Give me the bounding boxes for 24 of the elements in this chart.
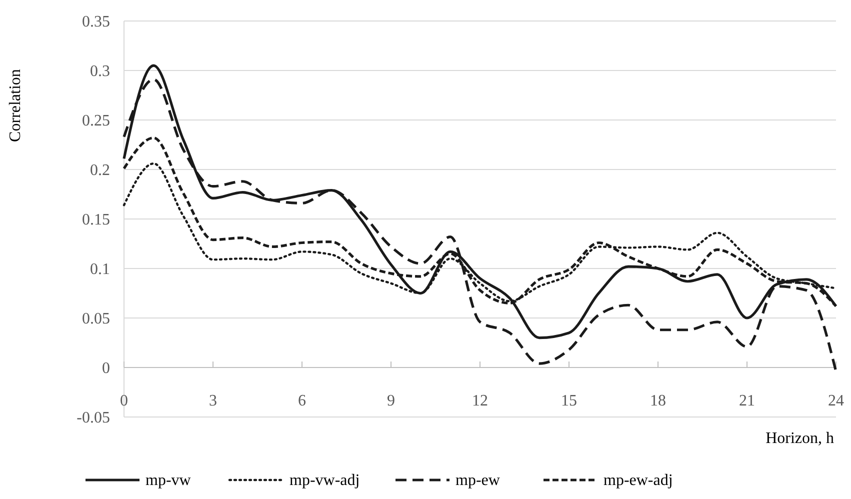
- x-tick-label: 3: [209, 392, 217, 410]
- x-tick-label: 0: [120, 392, 128, 410]
- legend-label: mp-ew: [456, 472, 500, 489]
- x-tick-label: 12: [472, 392, 488, 410]
- legend-label: mp-vw: [146, 472, 192, 489]
- y-tick-label: 0.25: [82, 112, 110, 130]
- y-tick-label: 0: [102, 360, 110, 378]
- y-tick-label: 0.05: [82, 310, 110, 328]
- x-tick-label: 24: [828, 392, 844, 410]
- y-tick-label: -0.05: [76, 410, 110, 427]
- x-axis-title: Horizon, h: [766, 430, 834, 447]
- x-tick-label: 9: [387, 392, 395, 410]
- x-tick-label: 21: [739, 392, 755, 410]
- x-tick-label: 18: [650, 392, 666, 410]
- y-tick-label: 0.15: [82, 212, 110, 229]
- y-tick-label: 0.35: [82, 14, 110, 31]
- y-tick-label: 0.3: [90, 63, 110, 80]
- legend-label: mp-ew-adj: [604, 472, 673, 489]
- y-tick-label: 0.2: [90, 162, 110, 180]
- legend-label: mp-vw-adj: [290, 472, 360, 489]
- y-tick-label: 0.1: [90, 261, 110, 278]
- y-axis-title: Correlation: [7, 69, 24, 142]
- x-tick-label: 15: [561, 392, 577, 410]
- x-tick-label: 6: [298, 392, 306, 410]
